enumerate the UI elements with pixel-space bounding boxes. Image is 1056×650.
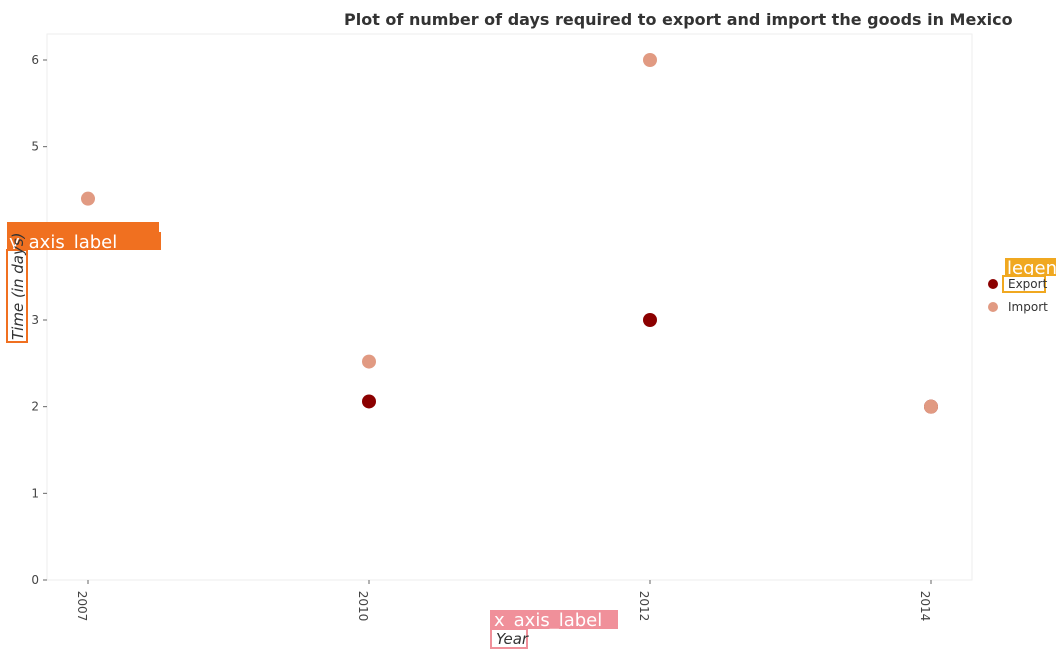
y-tick-label: 3 xyxy=(31,313,39,327)
data-point-export-2010 xyxy=(362,394,376,409)
y-axis-title-box xyxy=(6,249,28,343)
y-tick-label: 5 xyxy=(31,140,39,154)
y-tick-label: 1 xyxy=(31,486,39,500)
plot-area xyxy=(46,33,973,581)
y-tick-label: 0 xyxy=(31,573,39,587)
x-tick-label: 2007 xyxy=(75,591,89,622)
legend-label-export: Export xyxy=(1008,277,1048,291)
data-points xyxy=(81,53,938,414)
data-point-export-2012 xyxy=(643,313,657,327)
x-axis-title-box xyxy=(490,628,528,649)
legend-tag: legend xyxy=(1007,258,1056,279)
data-point-import-2007 xyxy=(81,191,95,206)
data-point-import-2010 xyxy=(362,354,376,369)
legend-entry-box xyxy=(1002,275,1046,293)
legend-tag-bg xyxy=(1005,258,1056,276)
y-tick-label: 6 xyxy=(31,53,39,67)
y-axis-label-tag: y_axis_label xyxy=(9,232,117,253)
y-axis-label-tag-bg-2 xyxy=(7,232,161,250)
x-axis-label-tag-bg xyxy=(490,610,618,629)
x-axis-label-tag: x_axis_label xyxy=(494,610,602,631)
data-point-import-2012 xyxy=(643,53,657,67)
x-tick-label: 2010 xyxy=(356,591,370,622)
x-axis-title: Year xyxy=(496,630,529,648)
legend-marker-import xyxy=(988,302,998,312)
x-tick-label: 2012 xyxy=(637,591,651,622)
chart-title: Plot of number of days required to expor… xyxy=(344,10,1013,29)
x-axis-title-group: x_axis_label Year xyxy=(490,610,618,649)
x-axis-ticks: 2007 2010 2012 2014 xyxy=(75,580,932,621)
y-axis-title: Time (in days) xyxy=(9,233,27,341)
y-axis-title-group: y_axis_label Time (in days) xyxy=(6,222,161,343)
y-tick-label: 2 xyxy=(31,400,39,414)
x-tick-label: 2014 xyxy=(918,591,932,622)
data-point-import-2014 xyxy=(924,399,938,414)
legend-marker-export xyxy=(988,279,998,289)
legend: legend Export Import xyxy=(988,258,1056,314)
legend-label-import: Import xyxy=(1008,300,1048,314)
